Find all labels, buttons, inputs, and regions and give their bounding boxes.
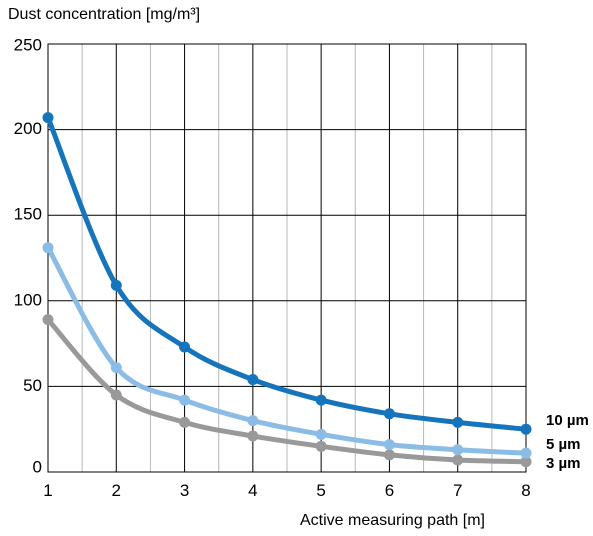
y-tick-label: 250 (14, 35, 42, 54)
data-point (452, 416, 464, 428)
y-tick-label: 150 (14, 205, 42, 224)
data-point (42, 242, 54, 254)
data-point (179, 394, 191, 406)
x-tick-labels: 1 2 3 4 5 6 7 8 (43, 481, 530, 500)
series-labels: 10 µm 5 µm 3 µm (546, 412, 589, 472)
data-point (383, 449, 395, 461)
data-point (42, 314, 54, 326)
x-tick-label: 2 (112, 481, 121, 500)
x-tick-label: 8 (521, 481, 530, 500)
plot-frame (47, 43, 527, 473)
series-line (45, 115, 529, 432)
series-label: 5 µm (546, 436, 581, 453)
data-point (110, 389, 122, 401)
y-tick-labels: 0 50 100 150 200 250 (14, 35, 42, 476)
data-point (247, 415, 259, 427)
x-tick-label: 1 (43, 481, 52, 500)
data-point (383, 408, 395, 420)
data-point (520, 423, 532, 435)
data-point (520, 447, 532, 459)
data-point (247, 374, 259, 386)
x-tick-label: 5 (316, 481, 325, 500)
x-tick-label: 7 (453, 481, 462, 500)
data-point (247, 430, 259, 442)
data-point (520, 456, 532, 468)
y-tick-label: 50 (23, 376, 42, 395)
x-tick-label: 4 (248, 481, 257, 500)
y-tick-label: 200 (14, 119, 42, 138)
minor-grid (81, 44, 493, 472)
x-tick-label: 6 (385, 481, 394, 500)
data-point (110, 362, 122, 374)
series-label: 3 µm (546, 455, 581, 472)
data-point (383, 439, 395, 451)
data-point (110, 279, 122, 291)
data-point (179, 341, 191, 353)
x-axis-title: Active measuring path [m] (300, 512, 485, 529)
data-point (452, 444, 464, 456)
y-tick-label: 0 (33, 457, 42, 476)
data-point (179, 416, 191, 428)
data-point (315, 440, 327, 452)
data-series (42, 112, 532, 468)
x-tick-label: 3 (180, 481, 189, 500)
y-axis-title: Dust concentration [mg/m³] (8, 6, 201, 23)
data-point (315, 394, 327, 406)
data-point (315, 428, 327, 440)
y-tick-label: 100 (14, 290, 42, 309)
series-label: 10 µm (546, 412, 589, 429)
data-point (42, 112, 54, 124)
data-point (452, 454, 464, 466)
